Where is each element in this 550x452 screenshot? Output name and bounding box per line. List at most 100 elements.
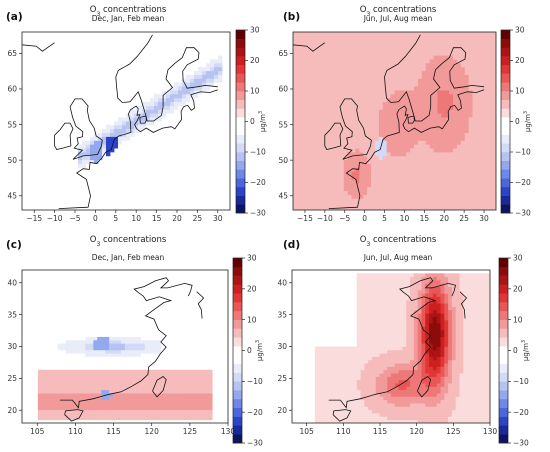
colorbar-segment [236,178,245,188]
heat-cell [326,379,331,384]
heat-cell [484,66,489,72]
heat-cell [328,190,333,195]
heat-cell [118,124,123,130]
heat-cell [190,70,195,75]
heat-cell [146,101,151,106]
heat-cell [77,393,82,397]
heat-cell [109,333,114,337]
heat-cell [142,105,147,110]
heat-cell [332,159,337,164]
heat-cell [371,413,377,417]
heat-cell [417,86,423,91]
heat-cell [218,62,223,68]
heat-cell [371,86,376,91]
heat-cell [406,359,411,364]
heat-cell [413,313,419,317]
heat-cell [138,113,143,118]
heat-cell [65,406,70,411]
colorbar-tick-label: 30 [250,26,260,35]
heat-cell [375,406,380,411]
heat-cell [318,393,323,397]
heat-cell [125,329,130,334]
heat-cell [468,190,473,195]
x-tick-label: 105 [30,427,45,436]
heat-cell [398,78,403,83]
heat-cell [168,396,173,401]
colorbar-segment [233,284,242,294]
heat-cell [101,373,106,377]
heat-cell [316,121,321,126]
heat-cell [93,383,98,387]
heat-cell [387,386,392,391]
heat-cell [332,78,337,83]
heat-cell [61,349,66,354]
heat-cell [85,346,90,351]
heat-cell [484,128,489,134]
heat-cell [371,55,376,60]
heat-cell [371,283,377,288]
heat-cell [371,386,377,391]
heat-cell [312,39,317,45]
heat-cell [441,59,446,64]
heat-cell [406,124,411,130]
heat-cell [174,86,179,91]
heat-cell [188,373,193,377]
heat-cell [364,296,369,301]
heat-cell [304,62,310,68]
heat-cell [398,326,403,331]
heat-cell [61,399,66,404]
heat-cell [134,124,139,130]
heat-cell [383,376,388,381]
heat-cell [456,159,462,164]
heat-cell [296,148,302,153]
heat-cell [367,148,372,153]
heat-cell [394,306,400,311]
heat-cell [65,353,70,357]
heat-cell [341,366,346,371]
heat-cell [391,323,396,327]
coastline [413,47,485,122]
heat-cell [379,346,384,351]
heat-cell [121,343,126,347]
heat-cell [402,186,407,192]
colorbar-segment [236,91,245,101]
heat-cell [363,47,368,52]
heat-cell [464,190,470,195]
heat-cell [360,353,365,357]
heat-cell [101,346,106,351]
heat-cell [429,105,434,110]
heat-cell [351,194,356,199]
heat-cell [192,393,197,397]
heat-cell [398,32,403,37]
heat-cell [85,376,90,381]
heat-cell [391,336,396,341]
heat-cell [414,47,419,52]
heat-cell [387,293,392,298]
heat-cell [480,78,485,83]
heat-cell [433,39,438,45]
heat-cell [320,179,325,184]
heat-cell [472,66,477,72]
heat-cell [363,198,368,203]
heat-cell [413,323,419,327]
heat-cell [304,132,310,137]
heat-cell [472,124,477,130]
heat-cell [402,62,407,68]
heat-cell [433,159,438,164]
heat-cell [117,373,122,377]
heat-cell [89,393,94,397]
heat-cell [391,343,396,347]
heat-cell [386,190,391,195]
coastline [324,122,344,150]
heat-cell [460,128,466,134]
heat-cell [293,179,298,184]
heat-cell [429,175,434,180]
heat-cell [326,413,331,417]
heat-cell [86,140,91,145]
heat-cell [379,309,384,314]
heat-cell [196,409,201,414]
heat-cell [337,366,342,371]
heat-cell [69,403,74,407]
coastline [60,277,193,409]
heat-cell [437,128,442,134]
